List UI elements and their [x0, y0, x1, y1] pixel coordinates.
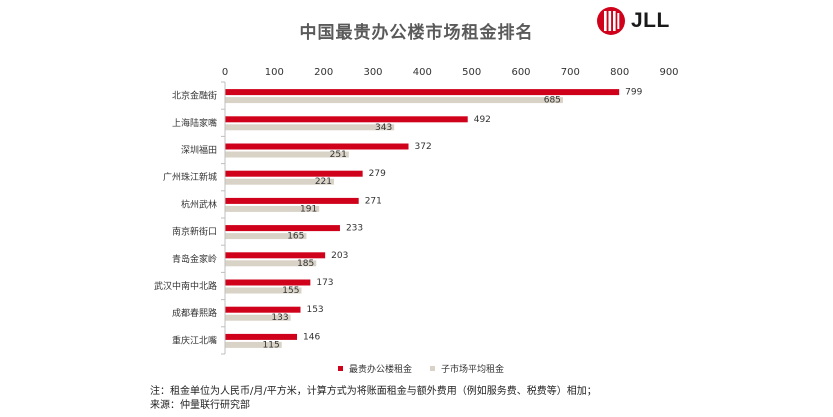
bar-primary: [225, 279, 311, 286]
data-label-secondary: 685: [544, 96, 561, 106]
data-label-primary: 279: [369, 169, 386, 179]
legend-label-secondary: 子市场平均租金: [441, 365, 505, 375]
bar-secondary: [225, 151, 349, 158]
jll-logo: JLL: [596, 6, 670, 36]
data-label-secondary: 155: [282, 286, 299, 296]
data-label-primary: 799: [625, 88, 642, 98]
data-label-secondary: 251: [330, 150, 347, 160]
legend-label-primary: 最贵办公楼租金: [349, 365, 413, 375]
category-label: 上海陆家嘴: [172, 117, 217, 129]
bar-secondary: [225, 341, 282, 348]
bar-secondary: [225, 233, 307, 240]
bar-primary: [225, 170, 363, 177]
category-label: 南京新街口: [172, 226, 217, 238]
legend-item-secondary: 子市场平均租金: [430, 362, 504, 375]
legend-swatch-secondary: [430, 366, 436, 371]
category-label: 武汉中南中北路: [154, 280, 217, 292]
chart-title: 中国最贵办公楼市场租金排名: [299, 23, 534, 43]
category-label: 杭州武林: [181, 198, 217, 210]
data-label-secondary: 343: [375, 123, 392, 133]
bar-secondary: [225, 314, 291, 321]
data-label-primary: 146: [303, 332, 320, 342]
data-label-primary: 271: [365, 196, 382, 206]
category-label: 重庆江北嘴: [172, 334, 217, 346]
data-label-secondary: 221: [315, 177, 332, 187]
bar-primary: [225, 225, 340, 232]
bar-secondary: [225, 97, 563, 104]
x-tick-label: 0: [222, 67, 228, 78]
x-tick-label: 400: [413, 67, 432, 78]
x-tick-label: 100: [265, 67, 284, 78]
bar-secondary: [225, 124, 395, 131]
bar-primary: [225, 197, 359, 204]
x-tick-label: 800: [610, 67, 629, 78]
bar-secondary: [225, 205, 320, 212]
bar-primary: [225, 333, 298, 340]
data-label-primary: 173: [316, 278, 333, 288]
x-tick-label: 700: [561, 67, 580, 78]
bar-secondary: [225, 287, 302, 294]
category-label: 广州珠江新城: [163, 171, 217, 183]
source-line: 来源：仲量联行研究部: [150, 400, 250, 411]
category-label: 成都春熙路: [172, 307, 217, 319]
bar-secondary: [225, 178, 335, 185]
x-tick-label: 300: [363, 67, 382, 78]
category-label: 北京金融街: [172, 90, 217, 102]
chart-legend: 最贵办公楼租金 子市场平均租金: [338, 362, 522, 375]
data-label-primary: 203: [331, 251, 348, 261]
legend-swatch-primary: [338, 366, 343, 371]
note-line: 注：租金单位为人民币/月/平方米，计算方式为将账面租金与额外费用（例如服务费、税…: [150, 386, 597, 397]
jll-logo-text: JLL: [631, 9, 670, 32]
data-label-secondary: 115: [263, 340, 280, 350]
x-tick-label: 500: [462, 67, 481, 78]
jll-logo-icon: [597, 7, 625, 35]
data-label-primary: 233: [346, 224, 363, 234]
legend-item-primary: 最贵办公楼租金: [338, 362, 412, 375]
bar-primary: [225, 116, 468, 123]
category-label: 深圳福田: [181, 144, 217, 156]
category-label: 青岛金家岭: [172, 253, 217, 265]
x-tick-label: 900: [659, 67, 678, 78]
data-label-primary: 492: [474, 115, 491, 125]
bar-primary: [225, 143, 409, 150]
data-label-secondary: 165: [287, 232, 304, 242]
bar-secondary: [225, 260, 317, 267]
bar-primary: [225, 306, 301, 313]
x-tick-label: 200: [314, 67, 333, 78]
data-label-secondary: 185: [297, 259, 314, 269]
data-label-secondary: 133: [271, 313, 288, 323]
x-tick-label: 600: [511, 67, 530, 78]
bar-primary: [225, 89, 620, 96]
data-label-primary: 372: [415, 142, 432, 152]
data-label-primary: 153: [306, 305, 323, 315]
data-label-secondary: 191: [300, 204, 317, 214]
bar-primary: [225, 252, 326, 259]
footnotes: 注：租金单位为人民币/月/平方米，计算方式为将账面租金与额外费用（例如服务费、税…: [150, 385, 597, 413]
